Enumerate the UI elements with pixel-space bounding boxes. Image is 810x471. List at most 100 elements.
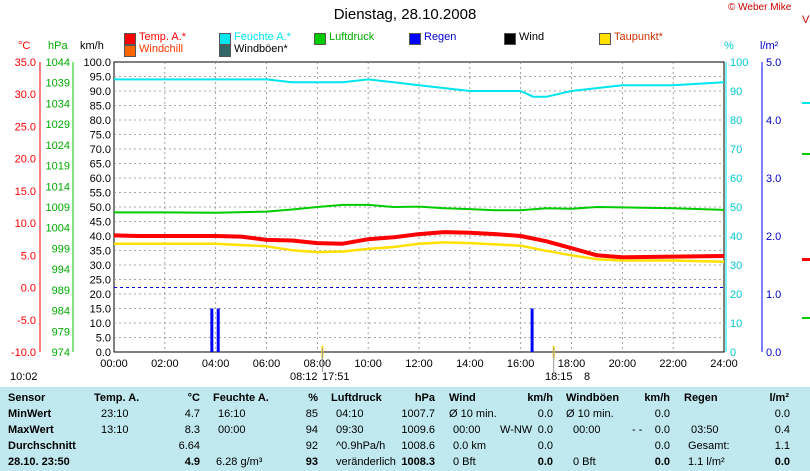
temp-tick-label: 30.0 [15,89,36,101]
stats-max-temp-time: 13:10 [101,424,129,436]
stats-head-temp-unit: °C [187,392,200,404]
x-tick-label: 18:00 [558,358,586,370]
temp-tick-label: 35.0 [15,57,36,69]
rain-axis-unit: l/m² [760,40,779,52]
stats-max-wind-dir: W-NW [500,424,533,436]
pressure-tick-label: 1034 [46,98,70,110]
stats-min-gust-value: 0.0 [654,408,670,420]
sunset-label: 18:15 [545,371,573,383]
legend-label-rain: Regen [424,31,457,43]
stats-avg-press-value: 1008.6 [401,440,435,452]
pressure-tick-label: 1004 [46,223,70,235]
pressure-tick-label: 1009 [46,202,70,214]
pressure-tick-label: 1019 [46,161,70,173]
legend-label-pressure: Luftdruck [329,31,375,43]
stats-head-rain-unit: l/m² [769,392,789,404]
stats-head-humidity: Feuchte A. [213,392,269,404]
humidity-tick-label: 80 [730,115,742,127]
wind-tick-label: 0.0 [96,347,111,359]
sunset-end-label: 8 [584,371,591,383]
wind-tick-label: 100.0 [83,57,111,69]
legend-label-temp: Temp. A.* [139,31,187,43]
stats-avg-temp-value: 6.64 [178,440,200,452]
chart-title: Dienstag, 28.10.2008 [333,6,477,23]
left-time-label: 10:02 [10,371,38,383]
temp-tick-label: -5.0 [17,315,36,327]
pressure-tick-label: 984 [52,306,70,318]
stats-now-temp-value: 4.9 [184,456,200,468]
x-tick-label: 24:00 [710,358,738,370]
stats-now-wind-label: 0 Bft [453,456,476,468]
temp-tick-label: 5.0 [21,250,36,262]
wind-tick-label: 55.0 [90,188,111,200]
legend-swatch-temp [124,33,136,45]
stats-now-press-value: 1008.3 [401,456,435,468]
humidity-tick-label: 20 [730,289,742,301]
legend-label-humidity: Feuchte A.* [234,31,291,43]
x-tick-label: 16:00 [507,358,535,370]
stats-avg-hum-value: 92 [305,440,318,452]
stats-max-hum-time: 00:00 [218,424,246,436]
x-tick-label: 14:00 [456,358,484,370]
wind-tick-label: 50.0 [90,202,111,214]
wind-tick-label: 5.0 [96,333,111,345]
wind-tick-label: 15.0 [90,304,111,316]
stats-head-gusts: Windböen [566,392,620,404]
legend-label-windchill: Windchill [139,43,184,55]
humidity-tick-label: 50 [730,202,742,214]
wind-tick-label: 65.0 [90,159,111,171]
wind-axis-unit: km/h [80,40,104,52]
wind-tick-label: 20.0 [90,289,111,301]
copyright-text: © Weber Mike [728,2,792,13]
temp-tick-label: 0.0 [21,283,36,295]
x-tick-label: 08:00 [304,358,332,370]
humidity-tick-label: 70 [730,144,742,156]
wind-tick-label: 40.0 [90,231,111,243]
wind-tick-label: 80.0 [90,115,111,127]
stats-min-label: MinWert [8,408,52,420]
legend-label-wind: Wind [519,31,545,43]
stats-min-temp-value: 4.7 [184,408,200,420]
stats-now-hum-label: 6.28 g/m³ [216,456,263,468]
stats-min-press-value: 1007.7 [401,408,435,420]
weather-chart: 100.095.090.085.080.075.070.065.060.055.… [11,57,810,372]
legend-swatch-wind [504,33,516,45]
stats-now-rain-label: 1.1 l/m² [688,456,725,468]
x-tick-label: 06:00 [253,358,281,370]
stats-head-rain: Regen [684,392,718,404]
wind-tick-label: 90.0 [90,86,111,98]
stats-head-humidity-unit: % [308,392,318,404]
stats-avg-rain-label: Gesamt: [688,440,730,452]
pressure-tick-label: 979 [52,326,70,338]
stats-head-gusts-unit: km/h [644,392,670,404]
legend-label-gusts: Windböen* [234,43,288,55]
stats-max-gust-value: 0.0 [654,424,670,436]
statistics-panel: Sensor Temp. A. °C Feuchte A. % Luftdruc… [0,387,810,471]
stats-avg-rain-value: 1.1 [774,440,790,452]
legend-swatch-rain [409,33,421,45]
temp-tick-label: 15.0 [15,186,36,198]
stats-avg-wind-value: 0.0 [537,440,553,452]
stats-max-temp-value: 8.3 [184,424,200,436]
temp-tick-label: 10.0 [15,218,36,230]
stats-avg-press-label: ^0.9hPa/h [336,440,386,452]
edge-mark [802,258,810,261]
legend-label-dewpoint: Taupunkt* [614,31,663,43]
stats-min-wind-label: Ø 10 min. [449,408,497,420]
stats-max-press-value: 1009.6 [401,424,435,436]
stats-max-wind-time: 00:00 [453,424,481,436]
wind-tick-label: 95.0 [90,72,111,84]
stats-min-temp-time: 23:10 [101,408,129,420]
sunrise-label: 08:12 [290,371,318,383]
stats-head-temp: Temp. A. [94,392,140,404]
humidity-tick-label: 90 [730,86,742,98]
pressure-tick-label: 989 [52,285,70,297]
stats-max-hum-value: 94 [305,424,318,436]
x-tick-label: 20:00 [609,358,637,370]
stats-min-hum-time: 16:10 [218,408,246,420]
legend-swatch-pressure [314,33,326,45]
rain-tick-label: 0.0 [766,347,781,359]
stats-now-label: 28.10. 23:50 [8,456,70,468]
stats-max-press-time: 09:30 [336,424,364,436]
legend-swatch-dewpoint [599,33,611,45]
